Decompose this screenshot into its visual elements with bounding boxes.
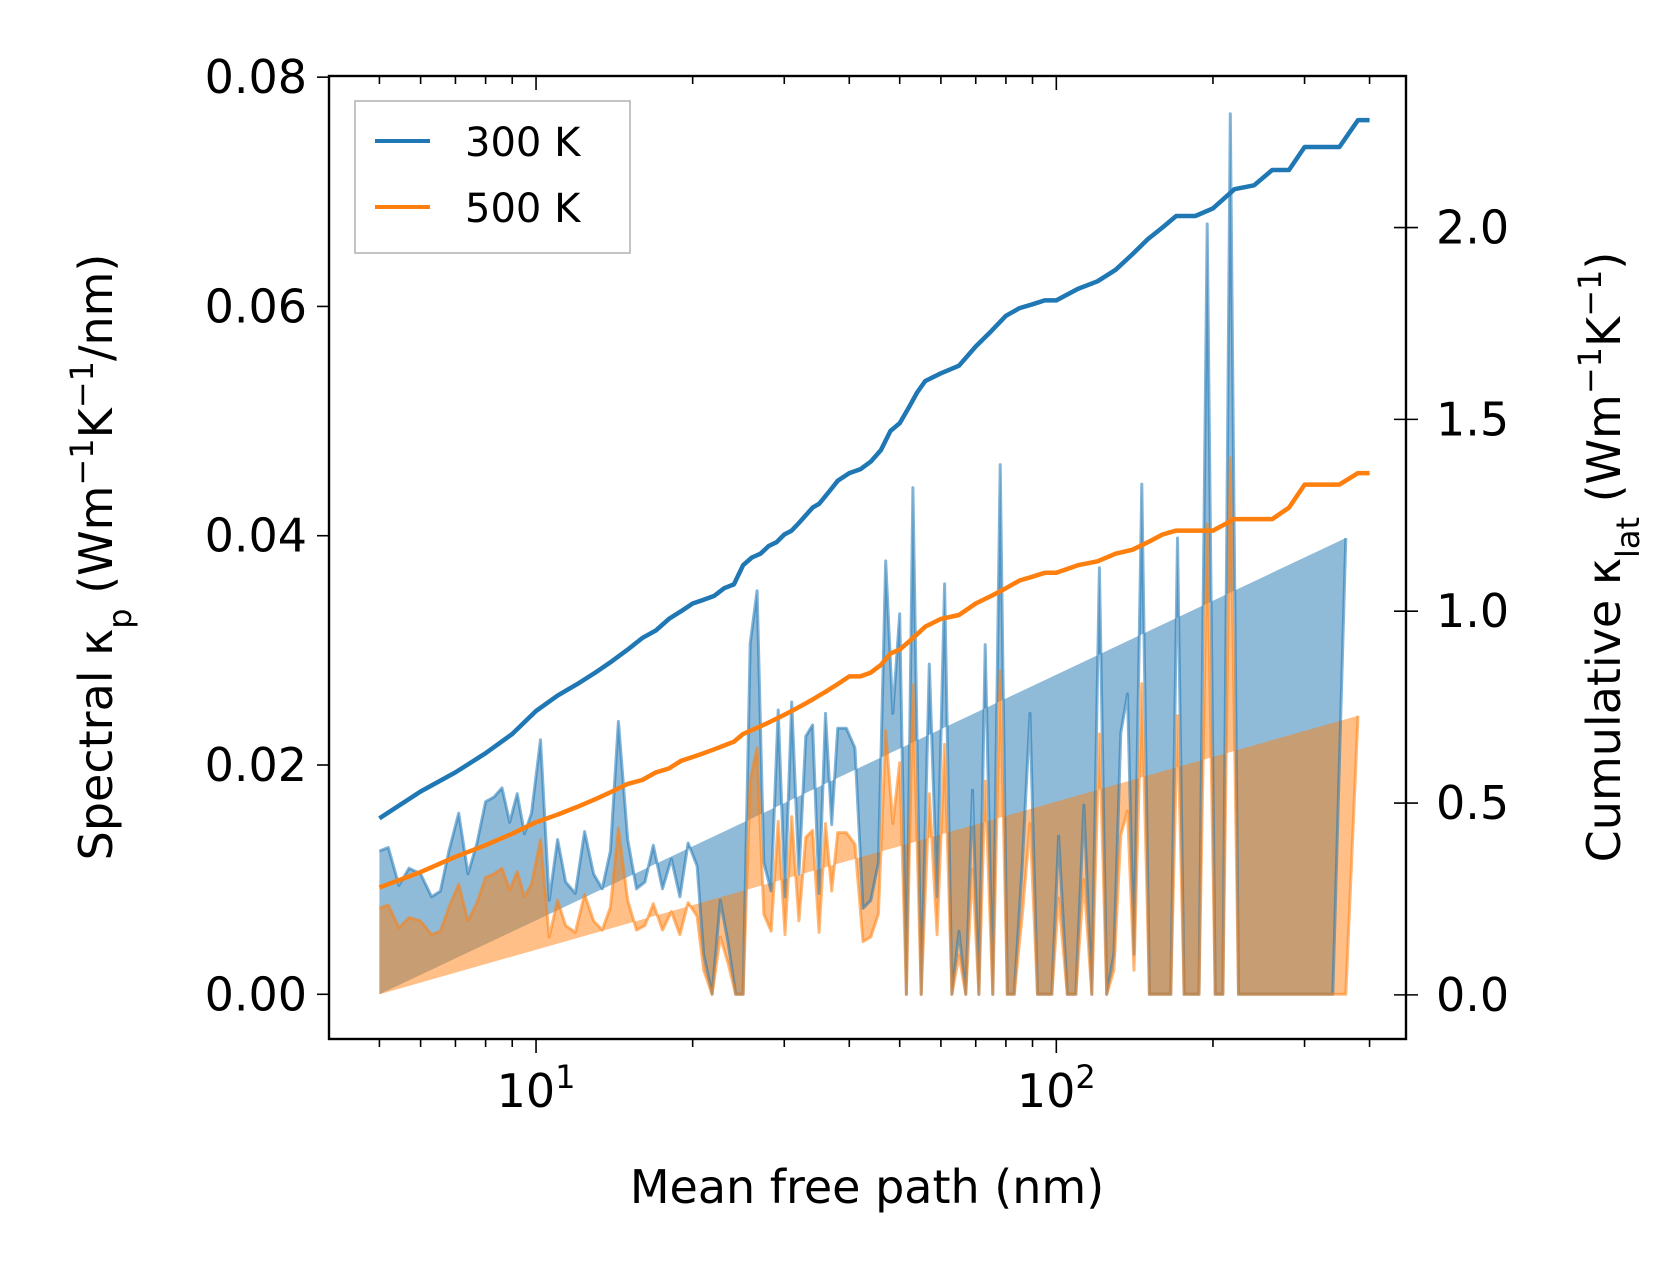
x-tick-label-1: 102 (1017, 1058, 1096, 1118)
cumulative-line-300k (378, 117, 1370, 821)
left-label-units-b: K (69, 406, 123, 438)
left-label-subscript: p (101, 608, 139, 628)
left-label-units-c: /nm) (69, 254, 123, 361)
right-y-axis-label: Cumulative κlat (Wm−1K−1) (1571, 252, 1647, 863)
right-tick-label-1: 0.5 (1436, 776, 1509, 830)
legend-label-500k: 500 K (465, 186, 582, 232)
x-tick-label-0: 101 (497, 1058, 576, 1118)
x-axis-label: Mean free path (nm) (630, 1160, 1104, 1214)
cumulative-line-500k (378, 470, 1370, 890)
cumulative-line-layer (378, 117, 1370, 890)
right-tick-label-4: 2.0 (1436, 201, 1509, 255)
left-label-units-a: (Wm (69, 486, 123, 609)
left-tick-label-0: 0.00 (205, 967, 307, 1021)
right-label-sup2: −1 (1571, 270, 1609, 317)
right-label-units-b: K (1577, 315, 1631, 347)
left-tick-label-2: 0.04 (205, 509, 307, 563)
right-label-units-a: (Wm (1577, 394, 1631, 517)
right-label-sup1: −1 (1571, 347, 1609, 394)
legend: 300 K 500 K (354, 100, 631, 254)
left-tick-label-1: 0.02 (205, 738, 307, 792)
left-label-sup2: −1 (63, 361, 101, 408)
right-label-units-c: ) (1577, 252, 1631, 270)
right-label-prefix: Cumulative κ (1577, 558, 1631, 862)
spectral-line-layer (378, 112, 1360, 996)
spectral-line-500k (378, 456, 1360, 996)
right-tick-label-3: 1.5 (1436, 392, 1509, 446)
legend-box (354, 100, 631, 254)
plot-frame (327, 74, 1408, 1041)
left-label-prefix: Spectral κ (69, 629, 123, 861)
left-y-axis-label: Spectral κp (Wm−1K−1/nm) (63, 254, 139, 861)
right-label-subscript: lat (1609, 517, 1647, 558)
left-label-sup1: −1 (63, 438, 101, 485)
right-tick-label-2: 1.0 (1436, 584, 1509, 638)
axis-ticks (317, 76, 1418, 1053)
axis-tick-labels: 0.00 0.02 0.04 0.06 0.08 0.0 0.5 1.0 1.5 2.0 101 10… (205, 50, 1510, 1118)
legend-label-300k: 300 K (465, 120, 582, 166)
spectral-line-300k (378, 112, 1348, 996)
spectral-fill-500k (379, 457, 1358, 995)
left-tick-label-4: 0.08 (205, 50, 307, 104)
right-tick-label-0: 0.0 (1436, 968, 1509, 1022)
left-tick-label-3: 0.06 (205, 279, 307, 333)
